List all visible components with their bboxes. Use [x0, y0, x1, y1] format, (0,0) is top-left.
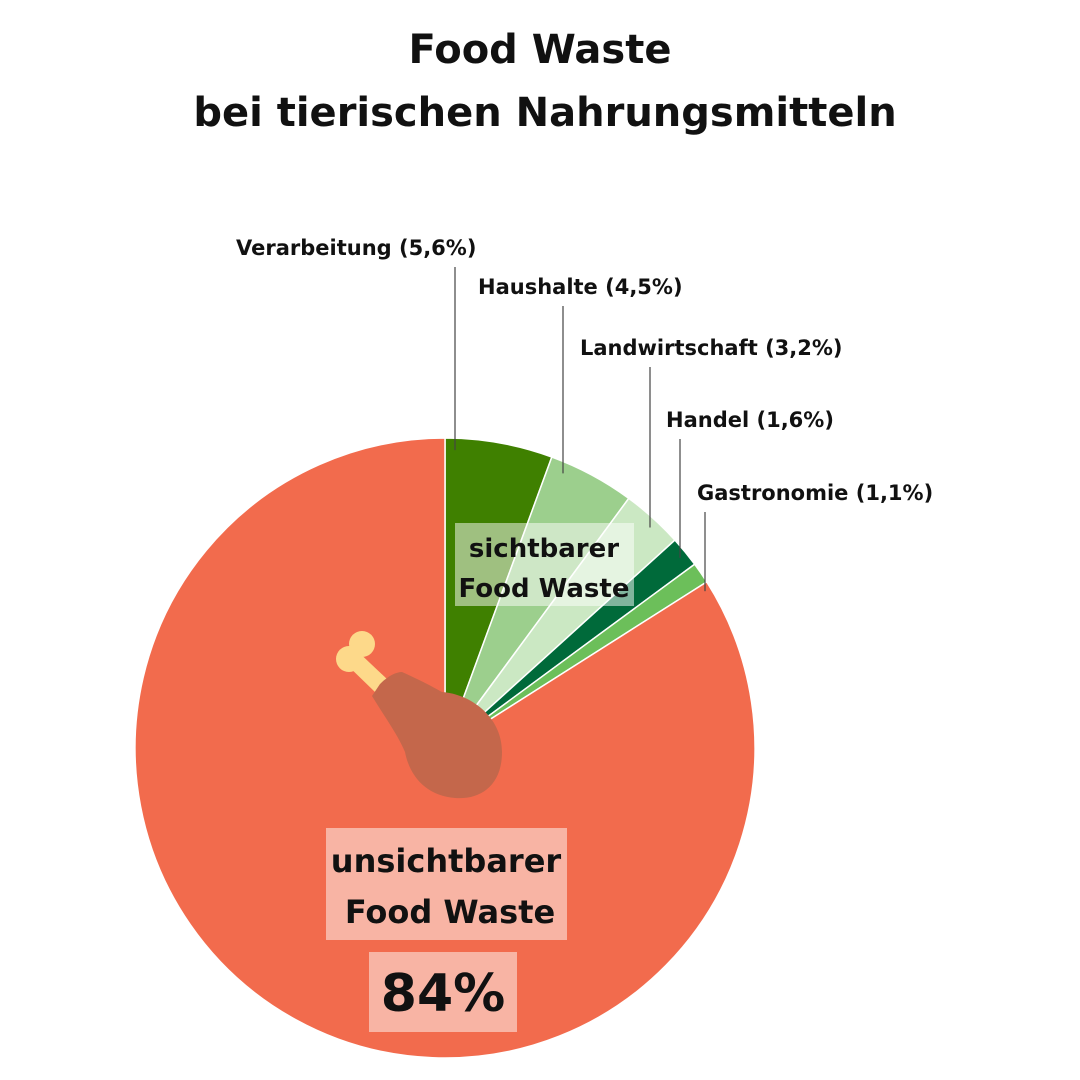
slice-label-3: Landwirtschaft (3,2%) — [580, 336, 843, 360]
invisible-food-waste-box: unsichtbarer Food Waste 84% — [326, 828, 567, 1032]
slice-label-5: Gastronomie (1,1%) — [697, 481, 933, 505]
slice-label-4: Handel (1,6%) — [666, 408, 834, 432]
invisible-box-line-2: Food Waste — [345, 893, 555, 931]
pie-slice-6 — [134, 437, 756, 1059]
visible-box-line-1: sichtbarer — [469, 534, 619, 564]
slice-label-1: Verarbeitung (5,6%) — [236, 236, 476, 260]
chicken-drumstick-icon — [336, 631, 502, 799]
invisible-box-line-1: unsichtbarer — [331, 842, 562, 880]
chart-title-line-2: bei tierischen Nahrungsmitteln — [193, 90, 896, 136]
visible-box-line-2: Food Waste — [459, 574, 630, 604]
chart-title-line-1: Food Waste — [409, 27, 672, 73]
invisible-percentage-label: 84% — [381, 964, 505, 1024]
slice-label-2: Haushalte (4,5%) — [478, 275, 683, 299]
visible-food-waste-box: sichtbarer Food Waste — [455, 523, 634, 606]
